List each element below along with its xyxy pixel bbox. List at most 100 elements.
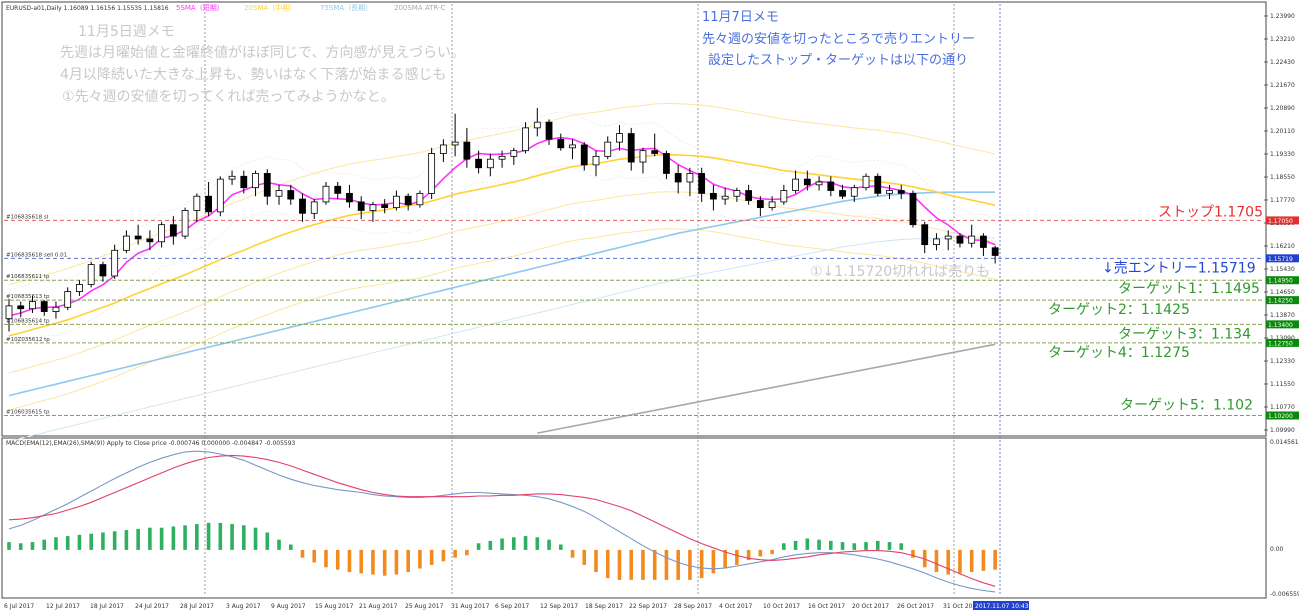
- candle[interactable]: [181, 207, 189, 239]
- candle[interactable]: [134, 224, 142, 245]
- candle[interactable]: [592, 150, 600, 177]
- macd-histogram-bar: [864, 542, 868, 550]
- candle[interactable]: [205, 181, 212, 217]
- date-tick-label: 12 Jul 2017: [46, 603, 80, 610]
- candle[interactable]: [334, 181, 342, 200]
- candle[interactable]: [146, 230, 154, 251]
- candle[interactable]: [299, 193, 306, 222]
- candle[interactable]: [651, 133, 659, 157]
- candle[interactable]: [240, 170, 248, 194]
- candle[interactable]: [909, 190, 917, 228]
- candle[interactable]: [404, 193, 412, 211]
- candle[interactable]: [733, 187, 741, 202]
- candle[interactable]: [123, 230, 130, 254]
- candle[interactable]: [616, 125, 623, 151]
- target5-price-tag: 1.10200: [1266, 411, 1299, 420]
- candle[interactable]: [745, 184, 753, 205]
- candle[interactable]: [768, 196, 776, 211]
- candle[interactable]: [428, 147, 436, 200]
- candle[interactable]: [252, 170, 259, 197]
- macd-histogram-bar: [558, 544, 563, 550]
- candle[interactable]: [522, 122, 529, 154]
- candle[interactable]: [991, 245, 999, 264]
- target3-label: ターゲット3：1.134: [1118, 326, 1251, 342]
- candle[interactable]: [792, 170, 799, 194]
- candle[interactable]: [475, 150, 483, 174]
- candle[interactable]: [381, 199, 389, 214]
- macd-histogram-bar: [582, 549, 587, 565]
- candle[interactable]: [346, 184, 353, 208]
- candle[interactable]: [510, 147, 518, 165]
- candle[interactable]: [486, 153, 494, 177]
- macd-histogram-bar: [371, 549, 375, 575]
- candle[interactable]: [827, 176, 835, 197]
- macd-histogram-bar: [688, 549, 692, 580]
- candle[interactable]: [87, 261, 95, 288]
- candle[interactable]: [64, 287, 72, 311]
- candle[interactable]: [850, 184, 858, 202]
- stop-order-label: #106835618 sl: [6, 214, 49, 220]
- candle[interactable]: [111, 244, 119, 279]
- candle[interactable]: [533, 107, 541, 137]
- candle[interactable]: [698, 167, 706, 202]
- candle[interactable]: [451, 113, 459, 157]
- candle[interactable]: [310, 199, 318, 219]
- candle[interactable]: [921, 221, 929, 254]
- macd-histogram-bar: [969, 549, 974, 573]
- candle[interactable]: [40, 300, 48, 316]
- candle[interactable]: [393, 190, 400, 211]
- candle[interactable]: [663, 150, 670, 180]
- candle[interactable]: [463, 127, 471, 168]
- candle[interactable]: [99, 261, 107, 282]
- candle[interactable]: [580, 142, 588, 171]
- candle[interactable]: [416, 190, 424, 208]
- candle[interactable]: [815, 176, 823, 191]
- candle[interactable]: [287, 184, 295, 205]
- candle[interactable]: [569, 139, 576, 160]
- entry-order-label: #106835618 sell 0.01: [6, 252, 67, 258]
- candle[interactable]: [216, 176, 224, 217]
- candle[interactable]: [803, 170, 811, 191]
- candle[interactable]: [5, 298, 13, 332]
- candle[interactable]: [839, 184, 846, 200]
- candle[interactable]: [721, 187, 729, 205]
- candle[interactable]: [29, 295, 36, 313]
- macd-histogram-bar: [65, 536, 70, 550]
- candle[interactable]: [263, 169, 271, 205]
- candle[interactable]: [639, 147, 647, 174]
- candle[interactable]: [956, 233, 964, 248]
- candle[interactable]: [886, 184, 893, 200]
- candle[interactable]: [275, 184, 283, 205]
- candle[interactable]: [228, 170, 236, 185]
- candle[interactable]: [862, 173, 870, 191]
- candle[interactable]: [158, 221, 166, 248]
- candle[interactable]: [439, 139, 447, 163]
- candlesticks[interactable]: [5, 107, 999, 332]
- candle[interactable]: [944, 230, 952, 251]
- candle[interactable]: [968, 224, 976, 248]
- candle[interactable]: [322, 181, 330, 205]
- candle[interactable]: [897, 184, 905, 200]
- candle[interactable]: [604, 136, 612, 160]
- candle[interactable]: [369, 201, 377, 222]
- candle[interactable]: [52, 301, 60, 319]
- candle[interactable]: [686, 167, 694, 197]
- candle[interactable]: [874, 173, 882, 197]
- candle[interactable]: [357, 196, 365, 219]
- candle[interactable]: [710, 184, 717, 211]
- candle[interactable]: [780, 184, 788, 205]
- candle[interactable]: [498, 150, 506, 168]
- candle[interactable]: [980, 233, 987, 257]
- candle[interactable]: [627, 127, 635, 171]
- candle[interactable]: [169, 216, 177, 245]
- candle[interactable]: [193, 193, 201, 222]
- candle[interactable]: [545, 119, 553, 145]
- candle[interactable]: [756, 196, 764, 217]
- price-tick-label: 1.13870: [1270, 312, 1295, 319]
- candle[interactable]: [557, 133, 565, 151]
- candle[interactable]: [933, 233, 940, 251]
- candle[interactable]: [674, 164, 682, 194]
- candle[interactable]: [17, 301, 25, 318]
- candle[interactable]: [76, 280, 83, 296]
